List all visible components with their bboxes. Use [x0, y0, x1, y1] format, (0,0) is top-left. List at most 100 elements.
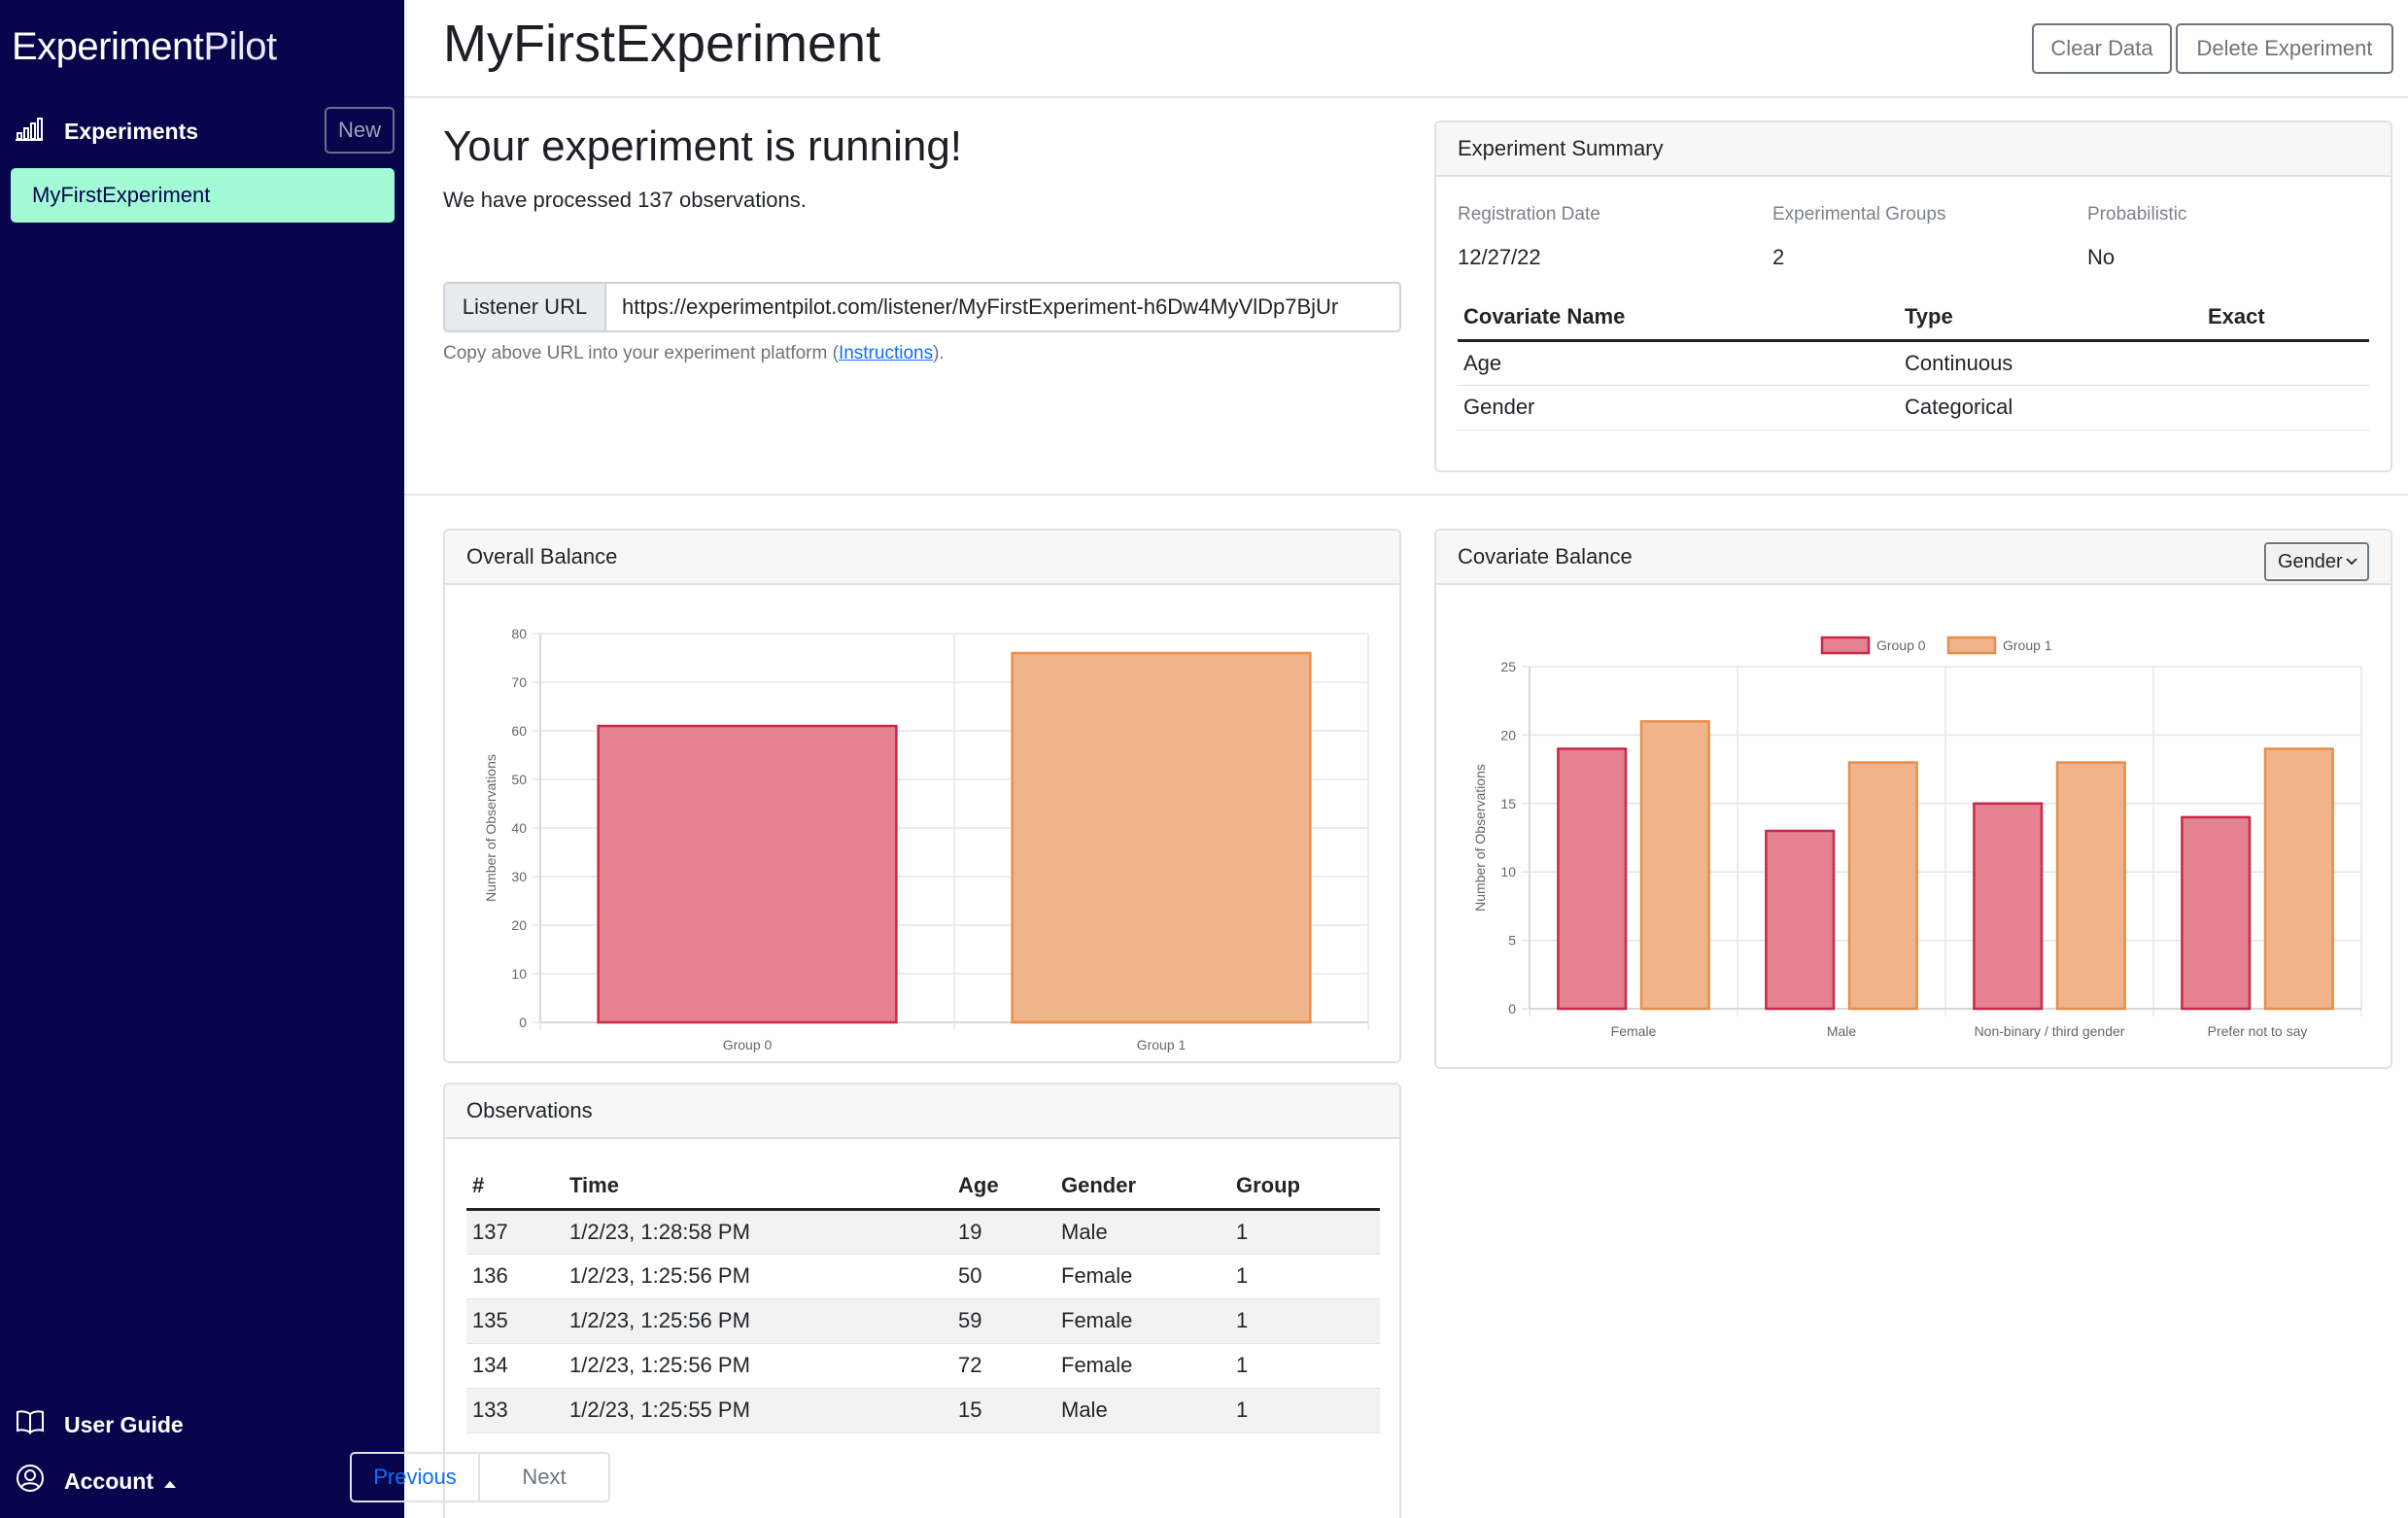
- col-type: Type: [1899, 295, 2202, 342]
- table-row: 134 1/2/23, 1:25:56 PM 72 Female 1: [466, 1343, 1380, 1389]
- bar: [1557, 747, 1628, 1011]
- help-prefix: Copy above URL into your experiment plat…: [443, 343, 839, 363]
- covariate-type: Categorical: [1899, 385, 2202, 431]
- y-tick-label: 50: [511, 772, 527, 787]
- observations-card: Observations # Time Age Gender Group 137…: [443, 1083, 1401, 1518]
- x-tick-label: Female: [1611, 1023, 1657, 1039]
- obs-time: 1/2/23, 1:25:56 PM: [564, 1254, 952, 1299]
- delete-experiment-button[interactable]: Delete Experiment: [2176, 23, 2393, 74]
- col-number: #: [466, 1164, 564, 1211]
- table-row: Age Continuous: [1458, 340, 2369, 386]
- obs-number: 133: [466, 1388, 564, 1433]
- x-tick-label: Group 0: [723, 1037, 773, 1052]
- col-covariate-name: Covariate Name: [1458, 295, 1899, 342]
- y-tick-label: 70: [511, 674, 527, 690]
- listener-url-input[interactable]: [606, 284, 1399, 330]
- y-tick-label: 20: [1500, 727, 1516, 742]
- bar: [2055, 761, 2126, 1011]
- obs-number: 136: [466, 1254, 564, 1299]
- covariate-type: Continuous: [1899, 340, 2202, 386]
- overall-balance-chart: 0 10 20 30 40 50 60 70 80 Number of Observations G…: [483, 626, 1369, 1052]
- y-axis-label: Number of Observations: [483, 754, 499, 902]
- table-row: 137 1/2/23, 1:28:58 PM 19 Male 1: [466, 1209, 1380, 1255]
- covariate-exact: [2202, 385, 2369, 431]
- obs-group: 1: [1230, 1209, 1380, 1255]
- experimental-groups: Experimental Groups 2: [1772, 204, 1945, 270]
- covariate-select[interactable]: Gender: [2264, 542, 2369, 581]
- user-circle-icon: [16, 1464, 45, 1499]
- legend-swatch: [1820, 636, 1871, 655]
- observations-title: Observations: [445, 1085, 1399, 1139]
- bar: [1847, 761, 1918, 1011]
- covariate-table: Covariate Name Type Exact Age Continuous…: [1458, 295, 2369, 431]
- listener-url-label: Listener URL: [445, 284, 606, 330]
- covariate-name: Age: [1458, 340, 1899, 386]
- experiments-label: Experiments: [64, 118, 199, 144]
- table-row: 133 1/2/23, 1:25:55 PM 15 Male 1: [466, 1388, 1380, 1433]
- covariate-balance-title: Covariate Balance: [1458, 544, 1633, 569]
- x-tick-label: Non-binary / third gender: [1975, 1023, 2125, 1039]
- bar: [1011, 651, 1312, 1024]
- obs-gender: Female: [1055, 1343, 1230, 1389]
- section-divider: [404, 494, 2408, 496]
- prob-value: No: [2087, 245, 2116, 269]
- table-row: 136 1/2/23, 1:25:56 PM 50 Female 1: [466, 1254, 1380, 1299]
- obs-group: 1: [1230, 1298, 1380, 1344]
- experiment-summary-card: Experiment Summary Registration Date 12/…: [1434, 121, 2392, 472]
- obs-gender: Female: [1055, 1298, 1230, 1344]
- registration-date: Registration Date 12/27/22: [1458, 204, 1600, 270]
- obs-group: 1: [1230, 1254, 1380, 1299]
- experiment-summary-title: Experiment Summary: [1436, 122, 2391, 177]
- col-gender: Gender: [1055, 1164, 1230, 1211]
- groups-label: Experimental Groups: [1772, 204, 1946, 224]
- book-icon: [16, 1409, 45, 1440]
- obs-number: 134: [466, 1343, 564, 1389]
- col-time: Time: [564, 1164, 952, 1211]
- chevron-down-icon: [2346, 553, 2357, 569]
- y-tick-label: 60: [511, 723, 527, 739]
- y-tick-label: 5: [1508, 933, 1516, 949]
- obs-gender: Male: [1055, 1388, 1230, 1433]
- covariate-exact: [2202, 340, 2369, 386]
- covariate-balance-card: Covariate Balance Gender 0 5 10 15 20 25 Numbe…: [1434, 529, 2392, 1069]
- overall-balance-title: Overall Balance: [445, 531, 1399, 585]
- obs-time: 1/2/23, 1:25:56 PM: [564, 1343, 952, 1389]
- bar: [1973, 802, 2044, 1011]
- next-button[interactable]: Next: [480, 1452, 610, 1502]
- sidebar-item-myfirstexperiment[interactable]: MyFirstExperiment: [11, 168, 395, 223]
- covariate-balance-header: Covariate Balance Gender: [1436, 531, 2391, 585]
- bar-chart-icon: [16, 117, 43, 146]
- caret-up-icon: [163, 1468, 177, 1495]
- user-guide-link[interactable]: User Guide: [16, 1409, 184, 1440]
- instructions-link[interactable]: Instructions: [838, 343, 934, 363]
- col-group: Group: [1230, 1164, 1380, 1211]
- observations-table: # Time Age Gender Group 137 1/2/23, 1:28:…: [466, 1164, 1380, 1433]
- sidebar: ExperimentPilot Experiments New MyFirstE…: [0, 0, 404, 1518]
- x-tick-label: Male: [1827, 1023, 1857, 1039]
- account-menu[interactable]: Account: [16, 1464, 177, 1499]
- new-experiment-button[interactable]: New: [325, 107, 395, 154]
- account-label: Account: [64, 1467, 154, 1494]
- registration-label: Registration Date: [1458, 204, 1600, 224]
- y-axis-label: Number of Observations: [1472, 764, 1488, 912]
- prob-label: Probabilistic: [2087, 204, 2187, 224]
- y-tick-label: 25: [1500, 659, 1516, 674]
- bar: [2263, 747, 2334, 1011]
- previous-button[interactable]: Previous: [350, 1452, 480, 1502]
- covariate-name: Gender: [1458, 385, 1899, 431]
- obs-age: 72: [952, 1343, 1055, 1389]
- obs-age: 50: [952, 1254, 1055, 1299]
- y-tick-label: 0: [1508, 1001, 1516, 1017]
- y-tick-label: 80: [511, 626, 527, 641]
- covariate-balance-chart: 0 5 10 15 20 25 Number of Observations Female Ma…: [1472, 636, 2362, 1039]
- clear-data-button[interactable]: Clear Data: [2032, 23, 2172, 74]
- obs-age: 19: [952, 1209, 1055, 1255]
- y-tick-label: 10: [511, 966, 527, 982]
- obs-time: 1/2/23, 1:25:56 PM: [564, 1298, 952, 1344]
- x-tick-label: Prefer not to say: [2208, 1023, 2308, 1039]
- status-subtitle: We have processed 137 observations.: [443, 188, 807, 212]
- bar: [2181, 815, 2252, 1011]
- brand-logo[interactable]: ExperimentPilot: [12, 25, 277, 69]
- bar: [1765, 829, 1836, 1011]
- y-tick-label: 30: [511, 869, 527, 884]
